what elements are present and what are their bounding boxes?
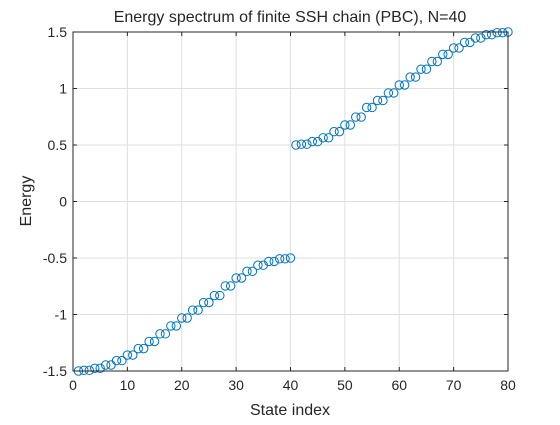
data-point xyxy=(367,102,377,113)
data-point xyxy=(361,102,372,113)
data-point xyxy=(356,112,366,122)
x-axis-label: State index xyxy=(250,402,330,419)
data-point xyxy=(204,297,214,308)
x-tick-label: 20 xyxy=(174,377,190,393)
data-point xyxy=(193,305,203,315)
data-point xyxy=(340,120,350,130)
data-point xyxy=(122,350,133,360)
data-point xyxy=(372,95,383,106)
y-tick-label: -1.5 xyxy=(43,363,67,379)
data-point xyxy=(296,139,307,149)
tick-label-layer: 0 10 20 30 40 50 60 70 80 1.5 1 0.5 0 -0.5 -1 -1.5 xyxy=(43,24,516,393)
data-point xyxy=(410,72,421,82)
data-point xyxy=(182,313,192,323)
data-point xyxy=(421,64,432,74)
data-point xyxy=(302,139,312,149)
x-tick-label: 70 xyxy=(446,377,462,393)
data-point xyxy=(138,343,149,354)
data-point xyxy=(280,254,290,264)
data-point xyxy=(497,27,508,38)
data-point xyxy=(215,290,225,301)
data-point xyxy=(318,133,328,143)
data-point xyxy=(291,140,301,150)
data-point xyxy=(155,329,165,339)
y-axis-label: Energy xyxy=(18,176,35,227)
data-point xyxy=(79,365,89,376)
data-point xyxy=(481,30,491,40)
data-point xyxy=(448,43,459,53)
data-point xyxy=(383,88,394,98)
y-tick-label: -0.5 xyxy=(43,250,67,266)
data-point xyxy=(323,133,334,143)
data-point xyxy=(427,56,437,67)
data-point xyxy=(144,336,154,347)
data-point xyxy=(454,43,464,53)
data-point xyxy=(470,33,481,43)
data-point xyxy=(486,30,497,40)
data-point xyxy=(117,355,127,366)
data-point xyxy=(128,350,138,360)
data-point xyxy=(345,120,356,130)
data-point xyxy=(329,126,339,137)
data-point xyxy=(111,355,122,366)
data-point xyxy=(432,56,443,67)
data-point xyxy=(438,49,448,60)
y-tick-label: 1 xyxy=(59,81,67,97)
data-point xyxy=(307,136,317,147)
tick-layer xyxy=(72,31,509,372)
data-point xyxy=(95,363,105,373)
data-point xyxy=(389,88,399,98)
data-point xyxy=(399,80,410,90)
y-tick-label: -1 xyxy=(55,307,68,323)
data-point xyxy=(166,321,176,331)
series-layer xyxy=(73,27,513,376)
y-tick-label: 1.5 xyxy=(48,24,68,40)
data-point xyxy=(225,281,236,291)
data-point xyxy=(378,95,388,106)
data-point xyxy=(177,313,187,323)
data-point xyxy=(285,253,296,263)
data-point xyxy=(209,290,220,301)
data-point xyxy=(149,336,160,347)
data-point xyxy=(242,266,252,277)
x-tick-label: 0 xyxy=(69,377,77,393)
data-point xyxy=(394,80,404,90)
data-point xyxy=(476,33,486,43)
data-point xyxy=(231,273,241,283)
data-point xyxy=(351,112,361,122)
data-point xyxy=(334,126,345,137)
y-tick-label: 0.5 xyxy=(48,137,68,153)
data-point xyxy=(459,37,470,48)
data-point xyxy=(100,360,111,370)
x-tick-label: 30 xyxy=(228,377,244,393)
data-point xyxy=(187,305,198,315)
data-point xyxy=(198,297,209,308)
data-point xyxy=(264,256,274,267)
data-point xyxy=(443,49,453,60)
data-point xyxy=(253,260,263,270)
data-point xyxy=(247,266,258,277)
y-tick-label: 0 xyxy=(59,194,67,210)
data-point xyxy=(274,254,285,264)
data-point xyxy=(171,321,182,331)
x-tick-label: 50 xyxy=(337,377,353,393)
x-tick-label: 60 xyxy=(391,377,407,393)
chart-title: Energy spectrum of finite SSH chain (PBC… xyxy=(114,9,467,26)
x-tick-label: 40 xyxy=(283,377,299,393)
data-point xyxy=(84,365,95,376)
data-point xyxy=(90,363,100,373)
data-point xyxy=(492,27,502,38)
data-point xyxy=(236,273,247,283)
data-point xyxy=(133,343,143,354)
data-point xyxy=(220,281,230,291)
x-tick-label: 10 xyxy=(120,377,136,393)
data-point xyxy=(160,329,171,339)
x-tick-label: 80 xyxy=(500,377,516,393)
data-point xyxy=(269,256,279,267)
data-point xyxy=(405,72,415,82)
data-point xyxy=(416,64,426,74)
